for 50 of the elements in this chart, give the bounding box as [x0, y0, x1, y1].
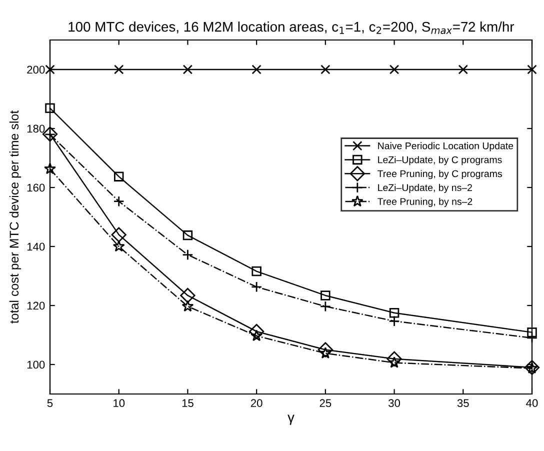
y-tick-label: 100 [27, 360, 45, 369]
point [114, 64, 124, 74]
point [44, 162, 56, 174]
point [180, 288, 196, 304]
point [527, 327, 537, 338]
point [182, 249, 194, 260]
x-tick-label: 25 [320, 399, 332, 408]
point [389, 64, 400, 74]
point [320, 300, 331, 312]
point [251, 281, 262, 292]
point [182, 230, 193, 240]
legend-label: LeZi–Update, by ns–2 [378, 184, 472, 193]
y-tick-label: 200 [27, 66, 45, 74]
y-axis-title: total cost per MTC device per time slot [9, 110, 22, 324]
point [113, 196, 124, 207]
point [386, 351, 402, 366]
point [114, 172, 124, 182]
point [388, 316, 400, 327]
x-tick-label: 10 [114, 399, 125, 408]
point [320, 64, 330, 74]
point [111, 227, 126, 242]
y-tick-label: 160 [27, 184, 45, 192]
legend-label: Naive Periodic Location Update [378, 142, 514, 152]
chart-title: 100 MTC devices, 16 M2M location areas, c$_{1}$=1, c$_{2}$=200, S$_{max}$=72 km/hr [68, 22, 514, 34]
point [45, 103, 55, 114]
point [112, 240, 125, 252]
point [45, 64, 55, 74]
x-tick-label: 5 [47, 399, 53, 408]
x-tick-label: 35 [457, 399, 469, 408]
x-tick-label: 15 [182, 399, 194, 408]
point [318, 342, 333, 358]
x-tick-label: 20 [250, 399, 262, 408]
legend-label: Tree Pruning, by ns–2 [378, 198, 472, 207]
y-tick-label: 120 [27, 302, 45, 310]
legend-label: Tree Pruning, by C programs [378, 170, 502, 180]
x-tick-label: 30 [388, 399, 400, 408]
point [389, 308, 400, 318]
x-axis-title: γ [288, 414, 294, 425]
point [527, 64, 537, 74]
point [252, 64, 262, 74]
point [249, 324, 264, 340]
x-tick-label: 40 [526, 399, 538, 408]
point [320, 290, 330, 300]
point [458, 64, 468, 74]
point [182, 64, 193, 74]
point [182, 300, 194, 312]
y-tick-label: 180 [27, 124, 45, 133]
legend-label: LeZi–Update, by C programs [378, 156, 502, 166]
point [252, 266, 262, 276]
y-tick-label: 140 [27, 242, 45, 251]
